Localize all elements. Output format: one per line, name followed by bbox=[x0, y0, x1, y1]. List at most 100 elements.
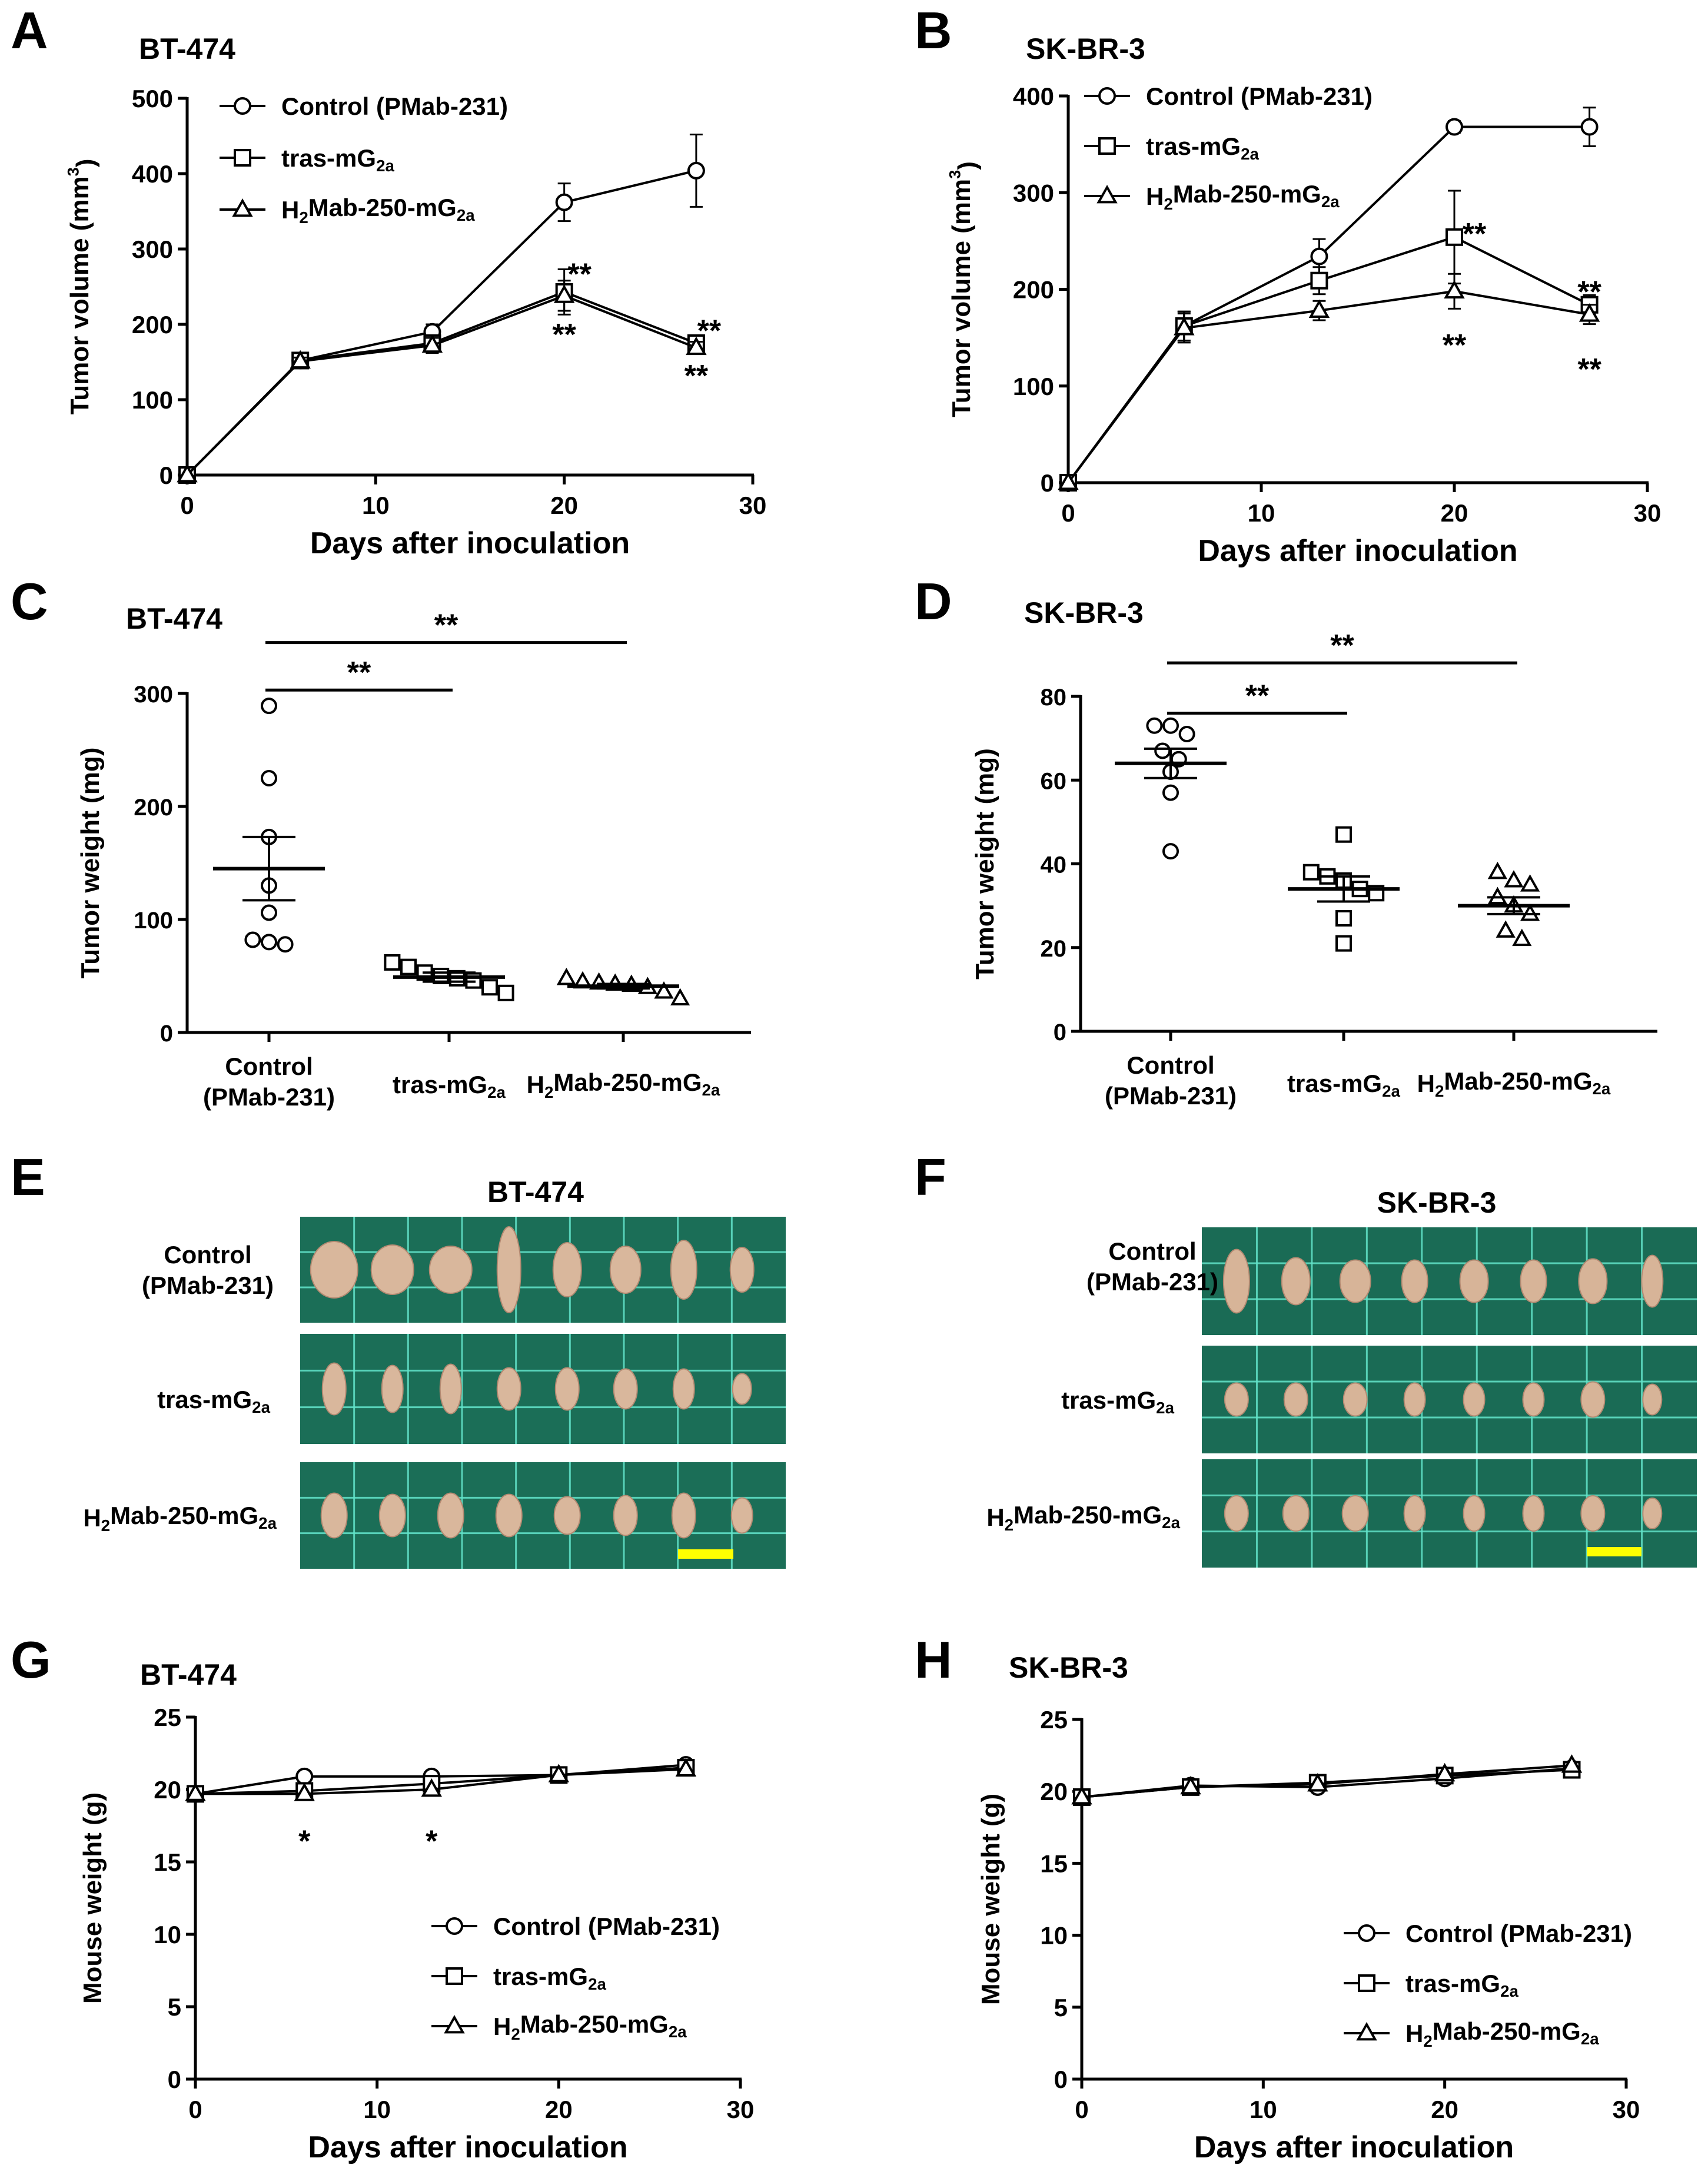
data-point-h2 bbox=[556, 967, 577, 985]
panel-f: F SK-BR-3Control(PMab-231)tras-mG2aH2Mab-… bbox=[915, 1148, 1697, 1568]
significance-label: ** bbox=[567, 257, 592, 291]
tumor-specimen bbox=[1578, 1258, 1608, 1304]
label-part: tras-mG bbox=[1287, 1070, 1382, 1097]
row-label-h2: H2Mab-250-mG2a bbox=[83, 1502, 277, 1535]
data-point-h2 bbox=[1504, 870, 1524, 888]
y-tick-label: 25 bbox=[1040, 1706, 1068, 1734]
data-point-tras bbox=[481, 979, 498, 996]
panel-c: C BT-474 0 100 200 300 Control (PMab-231) tras-m… bbox=[11, 572, 751, 1111]
label-subscript: 2a bbox=[669, 2023, 687, 2041]
data-point-h2 bbox=[1071, 1785, 1092, 1805]
panel-e: E BT-474Control(PMab-231)tras-mG2aH2Mab-2… bbox=[11, 1148, 786, 1569]
y-tick-label: 200 bbox=[132, 311, 173, 338]
y-tick-label: 400 bbox=[1013, 82, 1054, 110]
tumor-specimen bbox=[1401, 1259, 1428, 1303]
y-tick-label: 500 bbox=[132, 85, 173, 112]
legend-label-control: Control (PMab-231) bbox=[1146, 82, 1373, 110]
y-tick-label: 300 bbox=[132, 235, 173, 263]
significance-label: ** bbox=[347, 656, 371, 690]
label-subscript: 2 bbox=[1164, 195, 1172, 213]
label-part: tras-mG bbox=[393, 1071, 487, 1098]
data-point-control bbox=[261, 698, 277, 715]
y-tick-label: 100 bbox=[132, 386, 173, 414]
y-tick-label: 20 bbox=[1040, 1778, 1068, 1805]
row-label-control: (PMab-231) bbox=[1086, 1268, 1218, 1296]
tumor-specimen bbox=[1343, 1382, 1368, 1417]
significance-label: ** bbox=[1577, 353, 1601, 387]
label-subscript: 2a bbox=[1321, 192, 1340, 211]
series-line-tras bbox=[186, 290, 697, 476]
scale-bar bbox=[678, 1549, 733, 1559]
tumor-specimen bbox=[554, 1367, 580, 1411]
tumor-specimen bbox=[672, 1368, 695, 1410]
chart-title: BT-474 bbox=[140, 1658, 237, 1691]
row-label-control: (PMab-231) bbox=[142, 1271, 274, 1299]
legend-label-tras: tras-mG2a bbox=[1405, 1970, 1518, 2000]
panel-letter: E bbox=[11, 1148, 45, 1206]
y-tick-label: 0 bbox=[1054, 2066, 1068, 2093]
tumor-specimen bbox=[437, 1492, 464, 1539]
tumor-specimen bbox=[1281, 1257, 1311, 1306]
legend-marker-control bbox=[1358, 1924, 1375, 1942]
label-subscript: 2a bbox=[376, 157, 394, 175]
y-tick-label: 0 bbox=[1054, 1020, 1066, 1045]
data-point-h2 bbox=[675, 1758, 697, 1777]
legend-marker-control bbox=[234, 97, 251, 115]
category-label-h2: H2Mab-250-mG2a bbox=[1417, 1067, 1611, 1100]
data-point-h2 bbox=[686, 336, 707, 356]
label-part: Mab-250-mG bbox=[1013, 1501, 1162, 1529]
panel-letter: H bbox=[915, 1631, 952, 1689]
panel-title: SK-BR-3 bbox=[1377, 1186, 1497, 1219]
tumor-specimen bbox=[1522, 1495, 1545, 1532]
tumor-specimen bbox=[1522, 1382, 1545, 1417]
legend-label-control: Control (PMab-231) bbox=[281, 92, 508, 120]
y-tick-label: 0 bbox=[160, 1021, 173, 1047]
label-part: tras-mG bbox=[157, 1386, 252, 1413]
tumor-specimen bbox=[553, 1496, 581, 1535]
x-tick-label: 20 bbox=[1441, 499, 1468, 527]
data-point-control bbox=[295, 1767, 314, 1785]
tumor-specimen bbox=[1580, 1381, 1606, 1418]
data-point-control bbox=[261, 770, 277, 786]
tumor-specimen bbox=[428, 1246, 473, 1294]
chart-title: SK-BR-3 bbox=[1026, 32, 1145, 65]
chart-title: SK-BR-3 bbox=[1009, 1651, 1128, 1684]
legend-marker-h2 bbox=[1356, 2021, 1377, 2041]
label-subscript: 2 bbox=[511, 2025, 520, 2043]
y-tick-label: 40 bbox=[1041, 852, 1067, 878]
tumor-specimen bbox=[1459, 1259, 1489, 1303]
x-axis-label: Days after inoculation bbox=[310, 526, 630, 560]
tumor-specimen bbox=[378, 1493, 406, 1538]
row-label-control: Control bbox=[164, 1241, 251, 1269]
chart-title: BT-474 bbox=[126, 602, 222, 635]
tumor-specimen bbox=[730, 1497, 753, 1534]
x-tick-label: 0 bbox=[188, 2096, 202, 2123]
scale-bar bbox=[1587, 1547, 1641, 1556]
y-axis-label: Tumor volume (mm3) bbox=[64, 159, 100, 415]
legend-label-control: Control (PMab-231) bbox=[493, 1913, 720, 1940]
data-point-h2 bbox=[1307, 1772, 1328, 1792]
data-point-control bbox=[1178, 726, 1195, 743]
panel-b: B SK-BR-3 0 100 200 300 400 0 10 20 30 Days after i… bbox=[915, 1, 1661, 568]
label-part: H bbox=[281, 196, 299, 224]
label-part: Mab-250-mG bbox=[1173, 180, 1321, 208]
label-part: Mab-250-mG bbox=[308, 194, 457, 221]
data-point-h2 bbox=[1180, 1775, 1201, 1795]
label-subscript: 2 bbox=[1423, 2032, 1432, 2050]
y-tick-label: 0 bbox=[168, 2066, 181, 2093]
label-part: tras-mG bbox=[281, 144, 376, 172]
label-part: H bbox=[1146, 182, 1164, 210]
data-point-tras bbox=[1310, 271, 1328, 290]
tumor-board bbox=[1202, 1346, 1697, 1453]
label-part: H bbox=[83, 1504, 101, 1532]
data-point-control bbox=[261, 904, 277, 921]
category-label-control: (PMab-231) bbox=[1105, 1082, 1237, 1110]
legend-label-h2: H2Mab-250-mG2a bbox=[281, 194, 475, 227]
row-label-tras: tras-mG2a bbox=[1061, 1386, 1174, 1417]
data-point-tras bbox=[400, 958, 417, 975]
data-point-h2 bbox=[421, 334, 443, 353]
tumor-specimen bbox=[320, 1492, 348, 1539]
significance-label: ** bbox=[684, 359, 709, 393]
data-point-control bbox=[1310, 247, 1328, 265]
tumor-specimen bbox=[1520, 1259, 1547, 1303]
